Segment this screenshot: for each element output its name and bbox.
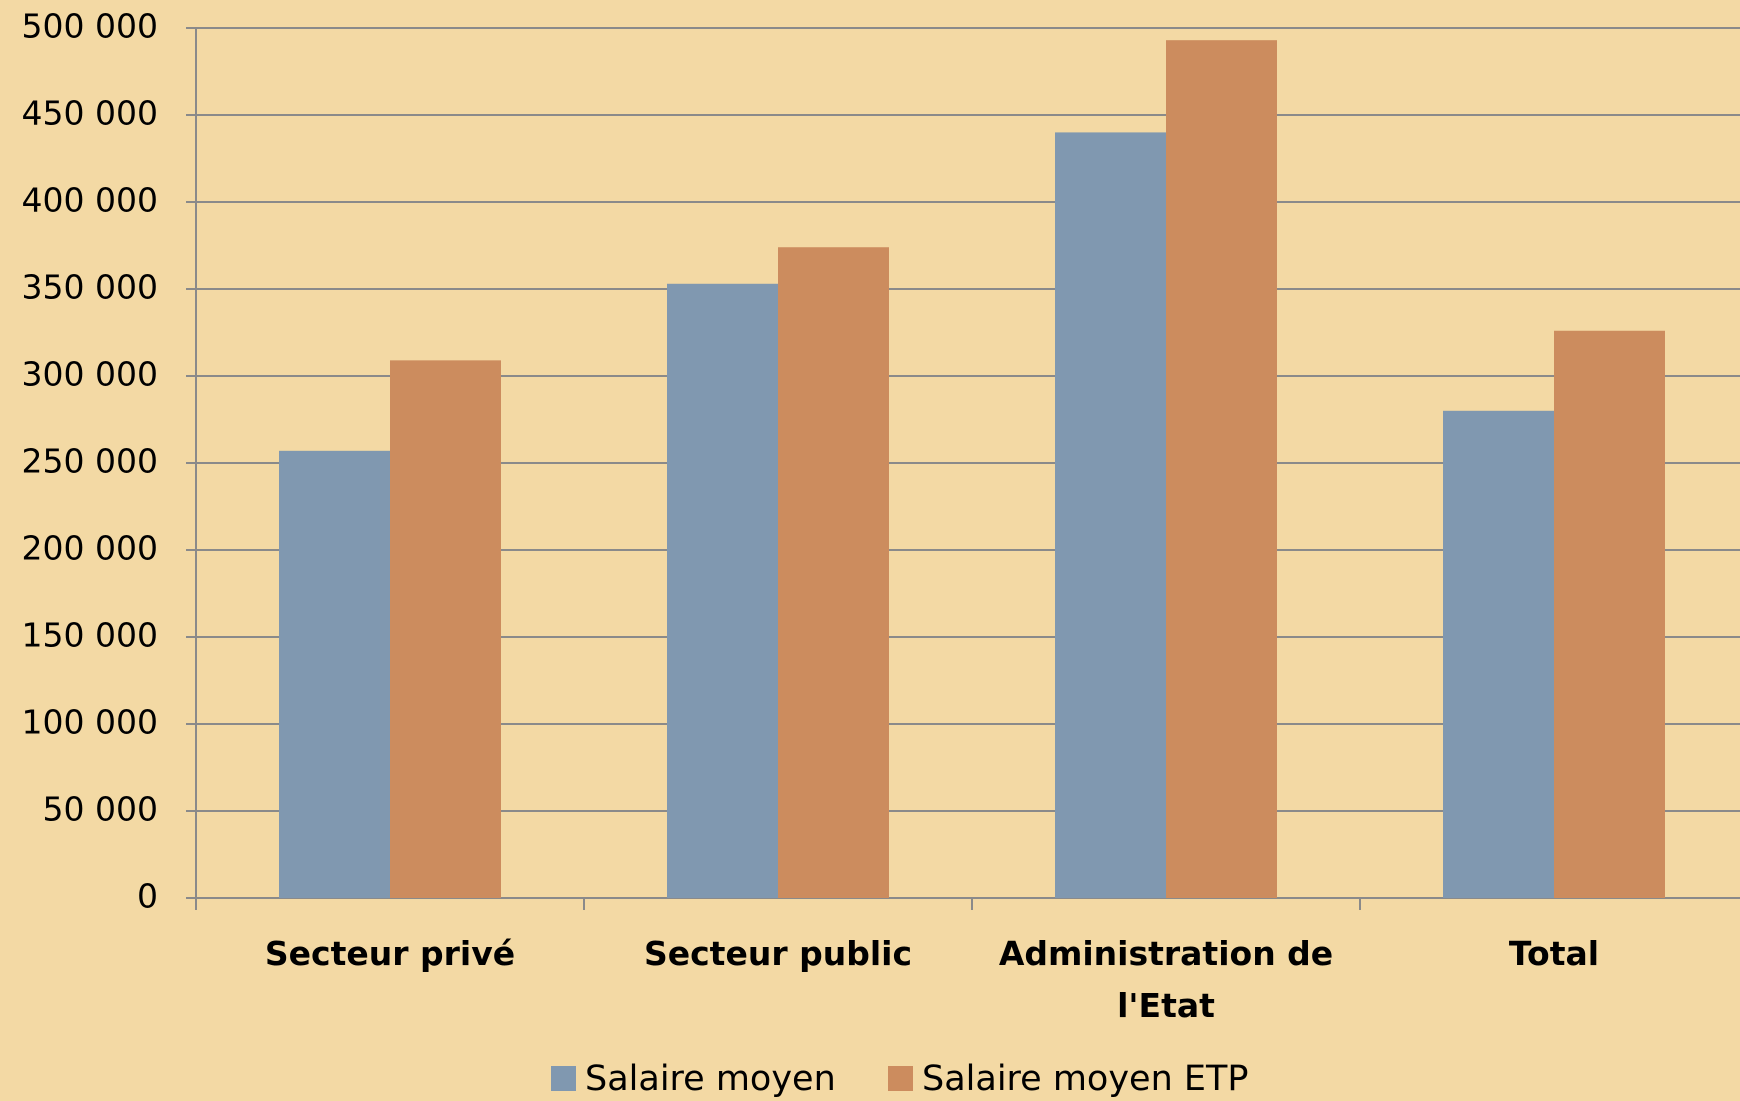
y-tick-label: 0 <box>137 877 158 916</box>
y-tick-label: 50 000 <box>43 790 158 829</box>
bar <box>778 247 889 899</box>
y-tick-label: 300 000 <box>22 355 158 394</box>
bar <box>390 360 501 899</box>
bar <box>667 283 778 898</box>
x-tick-label: Total <box>1508 934 1600 973</box>
y-tick-label: 150 000 <box>22 616 158 655</box>
bar <box>1055 132 1166 898</box>
legend-swatch <box>888 1066 913 1091</box>
bar <box>279 450 390 898</box>
x-tick-label: Secteur privé <box>264 934 516 973</box>
y-tick-label: 100 000 <box>22 703 158 742</box>
y-tick-label: 450 000 <box>22 94 158 133</box>
legend-label: Salaire moyen ETP <box>922 1059 1249 1099</box>
legend-label: Salaire moyen <box>585 1059 836 1099</box>
x-tick-label: Secteur public <box>643 934 913 973</box>
x-tick-label: Administration de l'Etat <box>998 934 1334 1025</box>
bar <box>1166 40 1277 899</box>
y-tick-label: 250 000 <box>22 442 158 481</box>
legend-swatch <box>551 1066 576 1091</box>
y-tick-label: 200 000 <box>22 529 158 568</box>
bar <box>1554 330 1665 898</box>
y-tick-label: 350 000 <box>22 268 158 307</box>
bar <box>1443 410 1554 898</box>
y-tick-label: 400 000 <box>22 181 158 220</box>
y-tick-label: 500 000 <box>22 7 158 46</box>
